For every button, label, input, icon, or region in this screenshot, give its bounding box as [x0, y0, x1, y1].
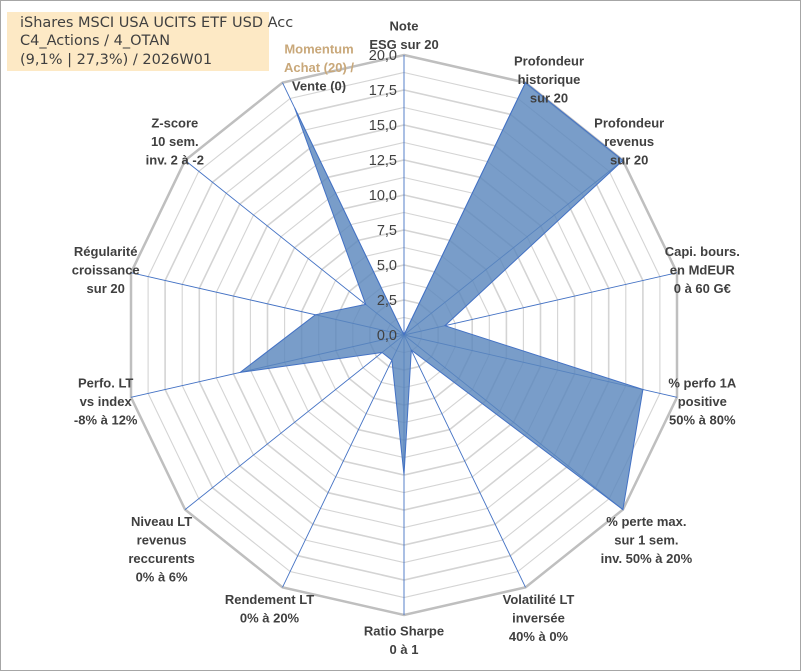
tick-label: 17,5: [369, 83, 397, 99]
axis-label: ESG sur 20: [369, 37, 438, 52]
axis-label: Profondeur: [514, 54, 584, 69]
axis-label: Achat (20) /: [284, 60, 354, 75]
axis-label: 0 à 60 G€: [674, 281, 731, 296]
axis-label: % perfo 1A: [668, 376, 737, 391]
axis-label: Volatilité LT: [503, 592, 575, 607]
axis-label: Vente (0): [292, 79, 346, 94]
axis-label: 0% à 6%: [136, 570, 188, 585]
tick-label: 10,0: [369, 188, 397, 204]
axis-label: en MdEUR: [670, 262, 736, 277]
chart-title-stats: (9,1% | 27,3%) / 2026W01: [20, 52, 213, 68]
axis-spoke: [403, 334, 526, 588]
tick-label: 2,5: [377, 293, 397, 309]
tick-label: 12,5: [369, 153, 397, 169]
chart-title-box: iShares MSCI USA UCITS ETF USD Acc C4_Ac…: [7, 12, 293, 71]
axis-label: 50% à 80%: [669, 413, 736, 428]
axis-label: positive: [678, 394, 727, 409]
axis-label: sur 20: [87, 281, 125, 296]
axis-label: Profondeur: [594, 115, 664, 130]
tick-label: 15,0: [369, 118, 397, 134]
axis-label: inv. 50% à 20%: [601, 551, 693, 566]
axis-label: inv. 2 à -2: [146, 152, 204, 167]
axis-label: Note: [390, 19, 419, 34]
axis-label: sur 20: [610, 152, 648, 167]
axis-label: reccurents: [128, 551, 194, 566]
axis-label: Capi. bours.: [665, 244, 740, 259]
axis-label: 0 à 1: [390, 642, 419, 657]
tick-label: 7,5: [377, 223, 397, 239]
axis-label: Niveau LT: [131, 514, 192, 529]
axis-label: sur 1 sem.: [614, 533, 678, 548]
axis-label: Régularité: [74, 244, 138, 259]
axis-label: Rendement LT: [225, 592, 314, 607]
radar-grid: [129, 53, 679, 617]
axis-spoke: [403, 272, 678, 336]
axis-label: croissance: [72, 262, 140, 277]
axis-label: 0% à 20%: [240, 610, 300, 625]
chart-title-fund: iShares MSCI USA UCITS ETF USD Acc: [20, 15, 294, 31]
axis-label: revenus: [137, 533, 187, 548]
axis-label: Ratio Sharpe: [364, 624, 444, 639]
axis-label: 10 sem.: [151, 134, 199, 149]
axis-label: historique: [518, 72, 581, 87]
axis-label: Z-score: [151, 115, 198, 130]
axis-label: Perfo. LT: [78, 376, 133, 391]
axis-label: Momentum: [284, 42, 353, 57]
axis-spoke: [282, 334, 405, 588]
axis-label: sur 20: [530, 91, 568, 106]
axis-label: 40% à 0%: [509, 629, 569, 644]
tick-label: 0,0: [377, 328, 397, 344]
axis-label: revenus: [604, 134, 654, 149]
axis-labels: Note ESG sur 20 Profondeur historique sur 20…: [72, 19, 740, 658]
axis-label: % perte max.: [606, 514, 686, 529]
tick-label: 20,0: [369, 48, 397, 64]
chart-title-category: C4_Actions / 4_OTAN: [20, 33, 171, 49]
tick-label: 5,0: [377, 258, 397, 274]
axis-spoke: [184, 334, 405, 510]
axis-label: -8% à 12%: [74, 413, 138, 428]
axis-label: inversée: [512, 610, 565, 625]
series-area: [238, 81, 644, 511]
radial-axis-ticks: 0,0 2,5 5,0 7,5 10,0 12,5 15,0 17,5 20,0: [369, 48, 397, 344]
axis-label: vs index: [80, 394, 133, 409]
radar-data: [238, 81, 644, 511]
